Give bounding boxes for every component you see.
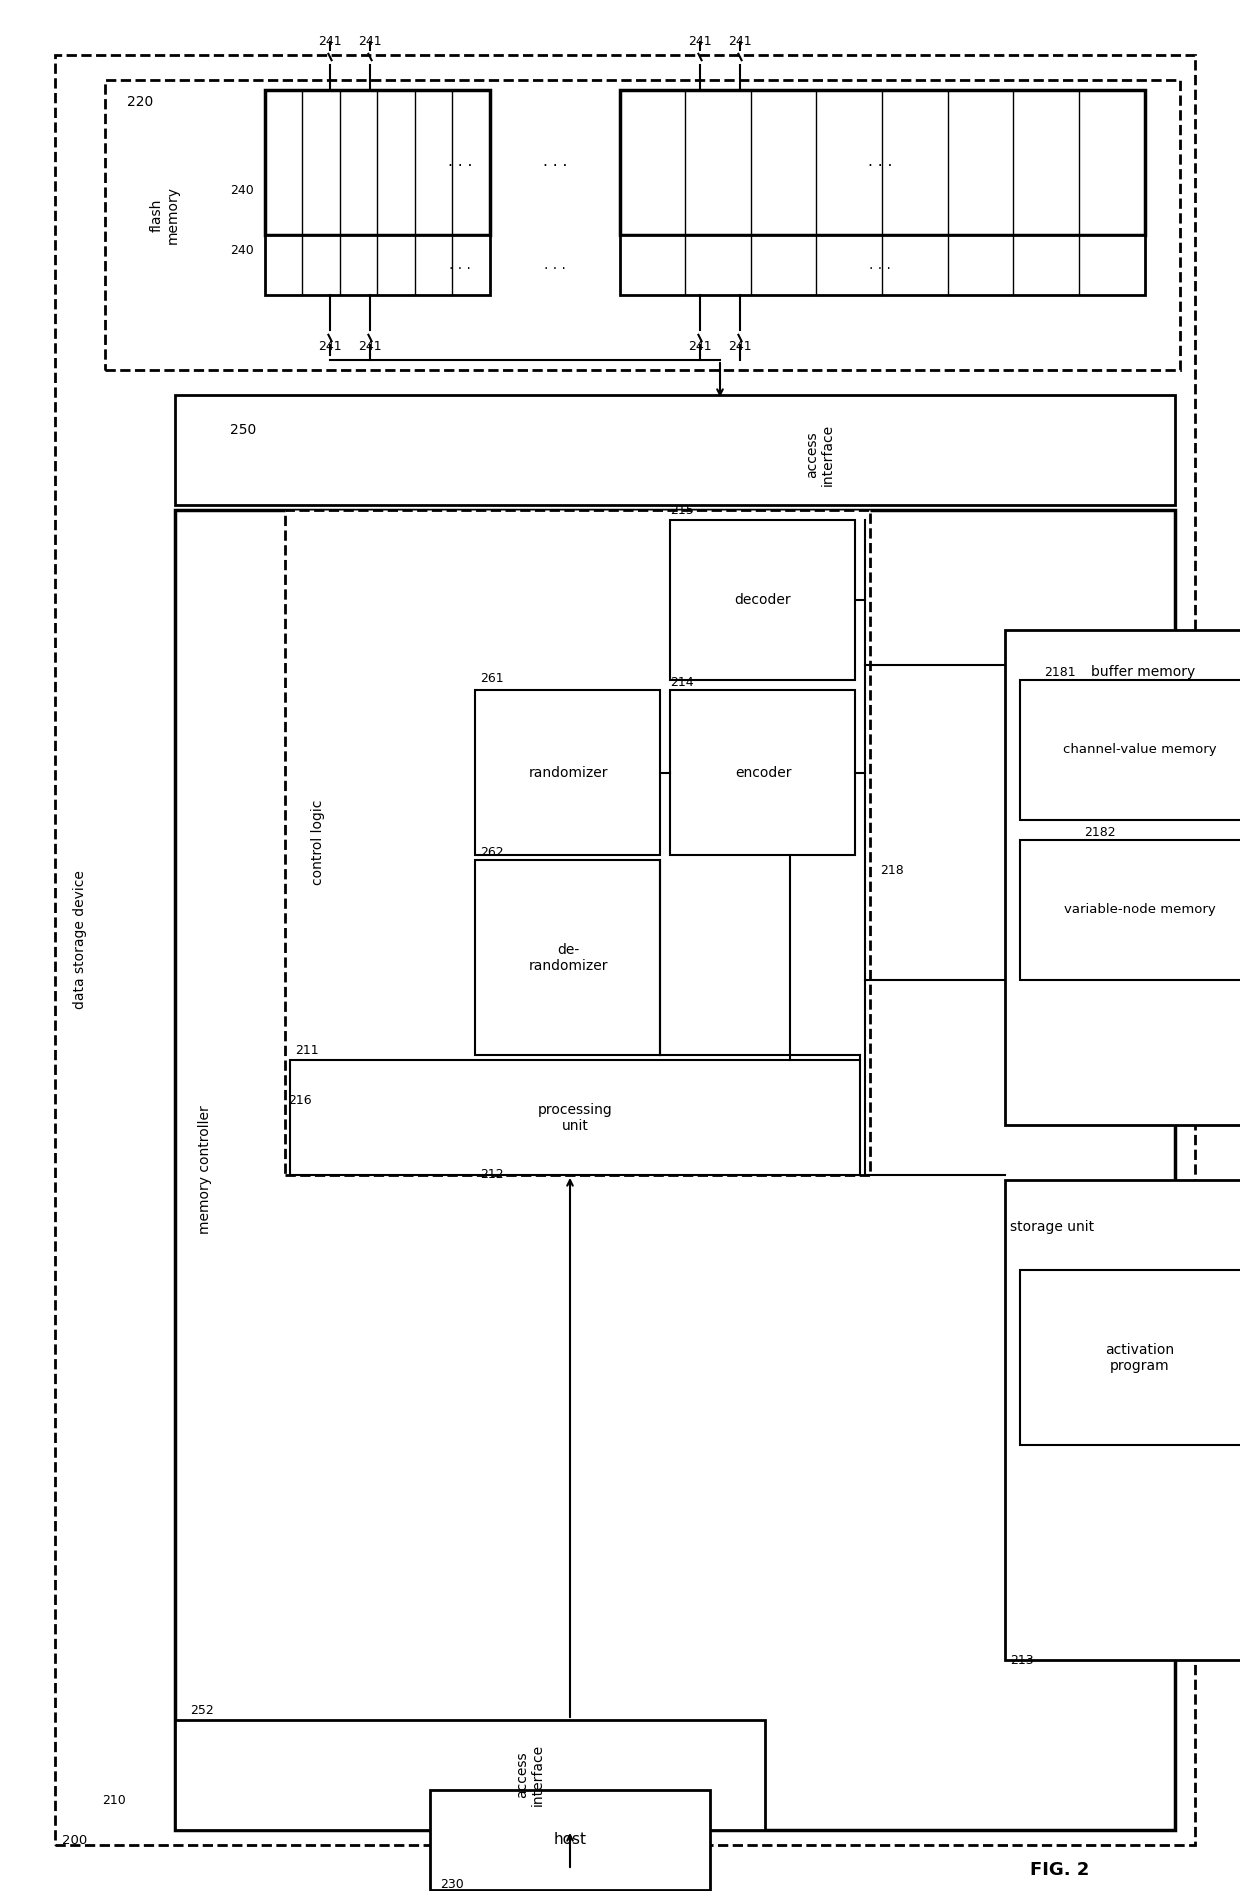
Bar (175, 511, 1176, 1830)
Text: 218: 218 (880, 864, 904, 877)
Text: de-
randomizer: de- randomizer (528, 944, 608, 974)
Text: 241: 241 (358, 340, 382, 354)
Text: control logic: control logic (311, 800, 325, 885)
Bar (265, 234, 490, 295)
Text: 211: 211 (295, 1044, 319, 1057)
Text: 214: 214 (670, 675, 693, 688)
Text: 250: 250 (229, 424, 257, 437)
Bar (670, 690, 856, 855)
Bar (1021, 840, 1240, 980)
Bar (620, 91, 1145, 234)
Text: . . .: . . . (448, 155, 472, 170)
Text: decoder: decoder (734, 594, 791, 607)
Text: 230: 230 (440, 1878, 464, 1891)
Text: data storage device: data storage device (73, 870, 87, 1010)
Text: randomizer: randomizer (528, 766, 608, 779)
Text: 241: 241 (728, 340, 751, 354)
Bar (1004, 1180, 1240, 1660)
Bar (475, 860, 660, 1055)
Text: processing
unit: processing unit (538, 1102, 613, 1133)
Text: 241: 241 (728, 36, 751, 47)
Bar (175, 1721, 765, 1830)
Text: . . .: . . . (544, 257, 565, 272)
Text: 241: 241 (688, 340, 712, 354)
Text: buffer memory: buffer memory (1091, 666, 1195, 679)
Text: channel-value memory: channel-value memory (1063, 743, 1216, 756)
Text: activation
program: activation program (1105, 1343, 1174, 1373)
Text: 261: 261 (480, 671, 503, 685)
Bar (265, 91, 490, 234)
Text: access
interface: access interface (515, 1744, 546, 1806)
Bar (1004, 630, 1240, 1125)
Text: 241: 241 (358, 36, 382, 47)
Bar (105, 79, 1180, 371)
Text: flash
memory: flash memory (150, 185, 180, 244)
Text: 215: 215 (670, 503, 693, 516)
Text: 213: 213 (1011, 1653, 1034, 1666)
Text: host: host (553, 1832, 587, 1848)
Text: . . .: . . . (868, 155, 893, 170)
Bar (670, 520, 856, 681)
Text: 212: 212 (480, 1169, 503, 1182)
Text: encoder: encoder (735, 766, 791, 779)
Text: memory controller: memory controller (198, 1106, 212, 1235)
Bar (1021, 1271, 1240, 1445)
Text: . . .: . . . (543, 155, 567, 170)
Bar (620, 234, 1145, 295)
Bar (1021, 681, 1240, 821)
Text: variable-node memory: variable-node memory (1064, 904, 1216, 917)
Text: 2181: 2181 (1044, 666, 1076, 679)
Text: FIG. 2: FIG. 2 (1030, 1861, 1090, 1880)
Text: 241: 241 (319, 340, 342, 354)
Text: 241: 241 (688, 36, 712, 47)
Text: 262: 262 (480, 845, 503, 859)
Bar (175, 395, 1176, 505)
Text: . . .: . . . (449, 257, 471, 272)
Text: 2182: 2182 (1084, 826, 1116, 838)
Text: 240: 240 (229, 183, 254, 197)
Text: 220: 220 (126, 95, 154, 110)
Text: 216: 216 (288, 1093, 311, 1106)
Text: 200: 200 (62, 1834, 87, 1846)
Text: 240: 240 (229, 244, 254, 257)
Text: storage unit: storage unit (1011, 1220, 1094, 1235)
Text: access
interface: access interface (805, 424, 835, 486)
Bar (430, 1791, 711, 1889)
Text: 210: 210 (102, 1793, 125, 1806)
Text: 252: 252 (190, 1704, 213, 1717)
Text: 241: 241 (319, 36, 342, 47)
Bar (290, 1061, 861, 1174)
Bar (285, 511, 870, 1174)
Bar (475, 690, 660, 855)
Text: . . .: . . . (869, 257, 890, 272)
